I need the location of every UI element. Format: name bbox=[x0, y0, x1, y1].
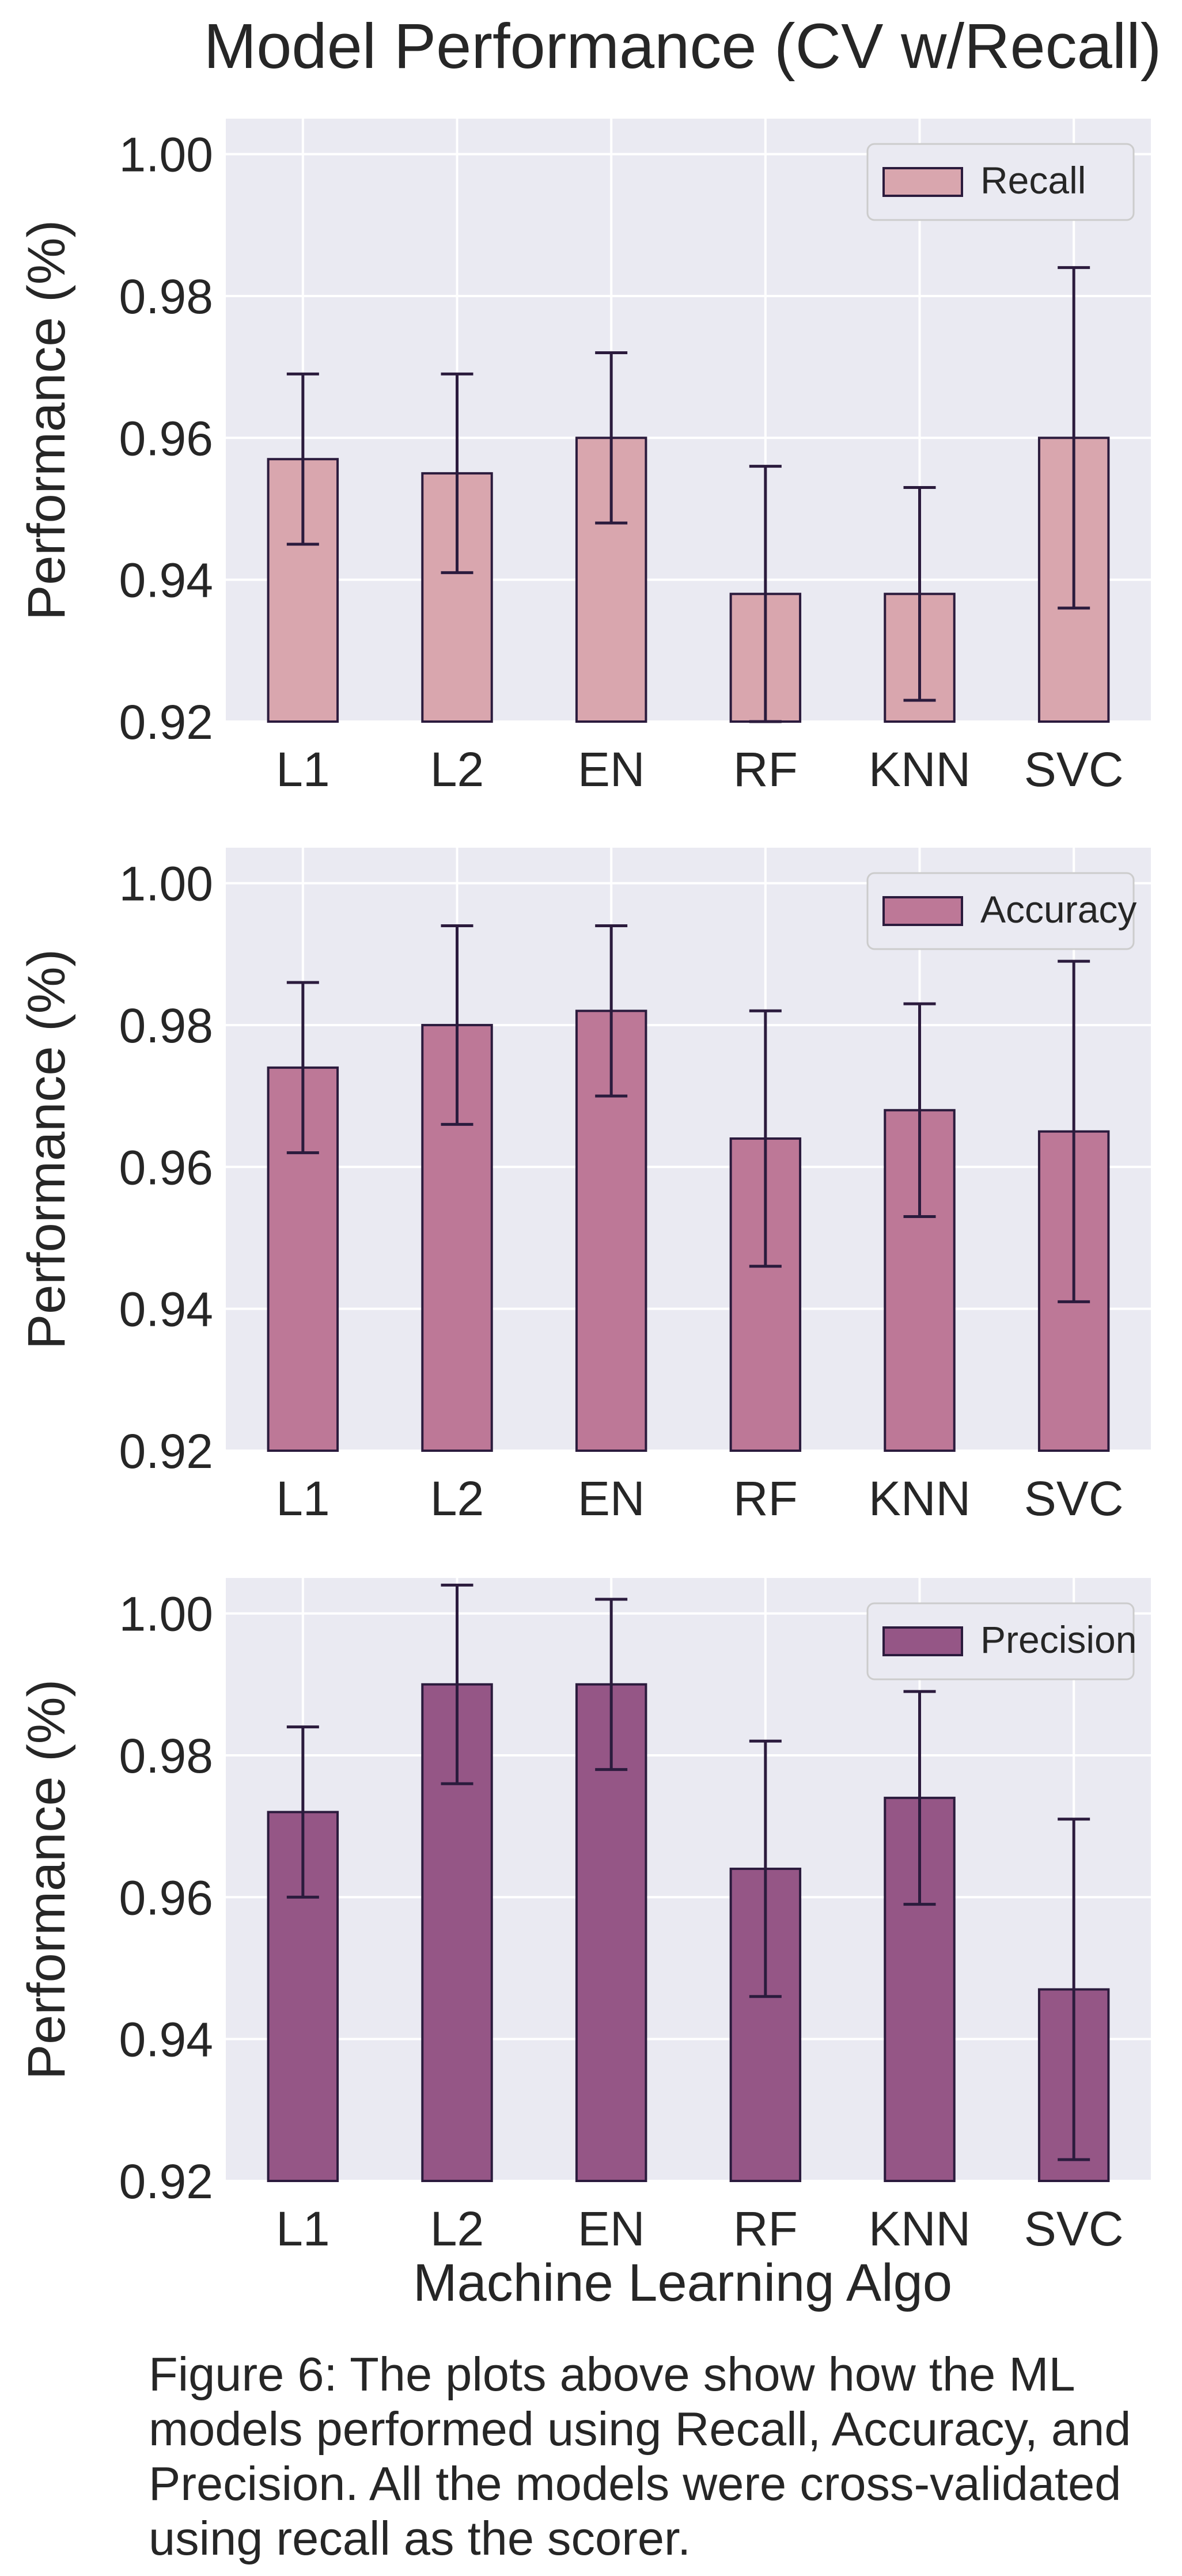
x-tick-label: EN bbox=[578, 1471, 645, 1526]
x-tick-label: L1 bbox=[276, 742, 329, 796]
y-tick-label: 0.94 bbox=[119, 1283, 214, 1337]
legend: Recall bbox=[866, 143, 1135, 221]
x-tick-label: KNN bbox=[869, 1471, 971, 1526]
x-tick-label: KNN bbox=[869, 2202, 971, 2256]
chart-title: Model Performance (CV w/Recall) bbox=[204, 11, 1162, 82]
legend-box bbox=[866, 143, 1135, 221]
legend-label: Precision bbox=[980, 1618, 1136, 1661]
y-tick-label: 1.00 bbox=[119, 1587, 214, 1641]
y-tick-label: 0.92 bbox=[119, 2154, 214, 2209]
panels: 1.00 0.98 0.96 0.94 0.92 L1 L2 EN RF KNN SVC Perfor… bbox=[17, 119, 1151, 2256]
y-tick-label: 0.98 bbox=[119, 1729, 214, 1783]
y-tick-label: 0.94 bbox=[119, 553, 214, 608]
x-tick-label: SVC bbox=[1024, 1471, 1124, 1526]
legend-swatch bbox=[882, 1626, 963, 1656]
panel-recall: 1.00 0.98 0.96 0.94 0.92 L1 L2 EN RF KNN SVC Perfor… bbox=[17, 119, 1151, 796]
x-tick-label: SVC bbox=[1024, 742, 1124, 796]
x-axis-label: Machine Learning Algo bbox=[413, 2253, 952, 2312]
legend-swatch bbox=[882, 167, 963, 197]
panel-precision: 1.00 0.98 0.96 0.94 0.92 L1 L2 EN RF KNN SVC Perfor… bbox=[17, 1578, 1151, 2256]
y-tick-label: 0.98 bbox=[119, 999, 214, 1053]
x-tick-label: RF bbox=[733, 2202, 798, 2256]
x-tick-label: L2 bbox=[430, 2202, 484, 2256]
x-tick-label: KNN bbox=[869, 742, 971, 796]
y-tick-label: 1.00 bbox=[119, 857, 214, 911]
x-tick-label: SVC bbox=[1024, 2202, 1124, 2256]
x-tick-label: EN bbox=[578, 2202, 645, 2256]
bar-rf bbox=[729, 1868, 802, 2182]
y-tick-label: 0.96 bbox=[119, 1140, 214, 1194]
x-tick-label: L1 bbox=[276, 1471, 329, 1526]
figure-caption: Figure 6: The plots above show how the M… bbox=[149, 2347, 1131, 2565]
x-tick-label: EN bbox=[578, 742, 645, 796]
y-axis-label: Performance (%) bbox=[17, 949, 76, 1349]
bar-knn bbox=[884, 1109, 956, 1452]
y-tick-label: 0.98 bbox=[119, 270, 214, 324]
y-tick-label: 0.92 bbox=[119, 695, 214, 749]
x-tick-label: L2 bbox=[430, 742, 484, 796]
legend: Precision bbox=[866, 1602, 1136, 1680]
x-tick-label: L2 bbox=[430, 1471, 484, 1526]
x-tick-label: L1 bbox=[276, 2202, 329, 2256]
y-tick-label: 0.96 bbox=[119, 1871, 214, 1925]
legend-box bbox=[866, 1602, 1135, 1680]
y-axis-label: Performance (%) bbox=[17, 1679, 76, 2080]
legend-label: Recall bbox=[980, 159, 1086, 202]
y-tick-label: 0.94 bbox=[119, 2013, 214, 2067]
x-tick-label: RF bbox=[733, 1471, 798, 1526]
y-axis-label: Performance (%) bbox=[17, 220, 76, 620]
legend-box bbox=[866, 872, 1135, 950]
panel-accuracy: 1.00 0.98 0.96 0.94 0.92 L1 L2 EN RF KNN SVC Perfor… bbox=[17, 848, 1151, 1526]
y-tick-label: 0.96 bbox=[119, 411, 214, 465]
y-tick-label: 0.92 bbox=[119, 1424, 214, 1478]
legend: Accuracy bbox=[866, 872, 1136, 950]
legend-label: Accuracy bbox=[980, 888, 1136, 931]
legend-swatch bbox=[882, 896, 963, 926]
y-tick-label: 1.00 bbox=[119, 128, 214, 182]
x-tick-label: RF bbox=[733, 742, 798, 796]
bar-l2 bbox=[421, 472, 493, 723]
